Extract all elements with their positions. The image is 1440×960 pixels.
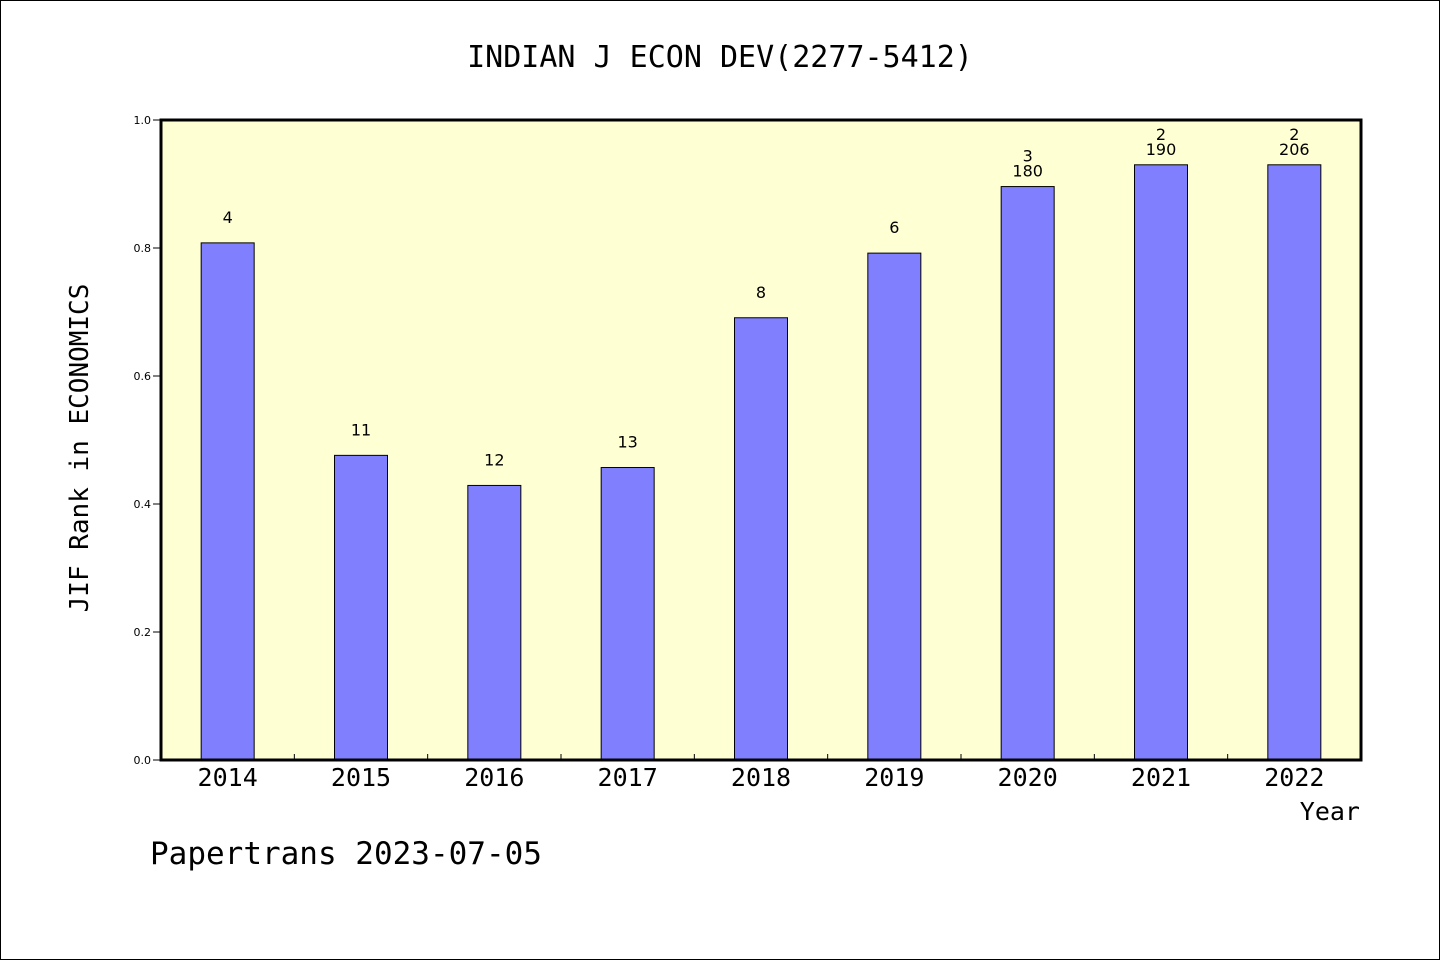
bar-label: 6 <box>889 218 899 237</box>
x-tick-label: 2018 <box>731 763 791 792</box>
bar-label: 12 <box>484 450 504 469</box>
y-axis-label: JIF Rank in ECONOMICS <box>65 284 95 613</box>
bar-2020 <box>1000 186 1055 761</box>
y-tick-label: 0.6 <box>134 370 152 383</box>
bar-2022 <box>1267 164 1322 761</box>
bar-label: 190 <box>1146 140 1177 159</box>
bar-label: 3 <box>1023 147 1033 166</box>
x-tick-label: 2017 <box>598 763 658 792</box>
x-tick-label: 2016 <box>464 763 524 792</box>
bar-2016 <box>467 484 522 761</box>
bar-2021 <box>1134 164 1188 761</box>
bar-label: 11 <box>351 420 371 439</box>
bar-label: 2 <box>1156 125 1166 144</box>
y-tick-label: 0.2 <box>134 626 152 639</box>
footer-text: Papertrans 2023-07-05 <box>150 836 542 872</box>
x-tick-label: 2020 <box>998 763 1058 792</box>
bar-label: 206 <box>1279 140 1310 159</box>
bar-label: 13 <box>617 433 637 452</box>
bar-label: 4 <box>223 208 233 227</box>
bar-label: 180 <box>1012 162 1043 181</box>
y-axis: 0.0 0.2 0.4 0.6 0.8 1.0 <box>134 114 161 767</box>
x-tick-label: 2022 <box>1264 763 1324 792</box>
y-tick-label: 1.0 <box>134 114 152 127</box>
bar-2019 <box>867 252 922 761</box>
bar-2017 <box>600 467 655 761</box>
x-tick-label: 2015 <box>331 763 391 792</box>
bar-label: 8 <box>756 283 766 302</box>
x-axis: 2014 2015 2016 2017 2018 2019 2020 2021 2022 <box>198 754 1324 792</box>
bars <box>200 164 1322 761</box>
x-tick-label: 2021 <box>1131 763 1191 792</box>
x-tick-label: 2019 <box>864 763 924 792</box>
y-tick-label: 0.0 <box>134 754 152 767</box>
bar-2015 <box>334 454 388 761</box>
bar-2018 <box>734 317 788 761</box>
x-tick-label: 2014 <box>198 763 258 792</box>
y-tick-label: 0.4 <box>134 498 152 511</box>
y-tick-label: 0.8 <box>134 242 152 255</box>
x-axis-label: Year <box>1300 797 1360 826</box>
plot-border <box>159 118 1363 762</box>
bar-label: 2 <box>1289 125 1299 144</box>
bar-2014 <box>200 242 255 761</box>
chart-title: INDIAN J ECON DEV(2277-5412) <box>467 40 973 75</box>
